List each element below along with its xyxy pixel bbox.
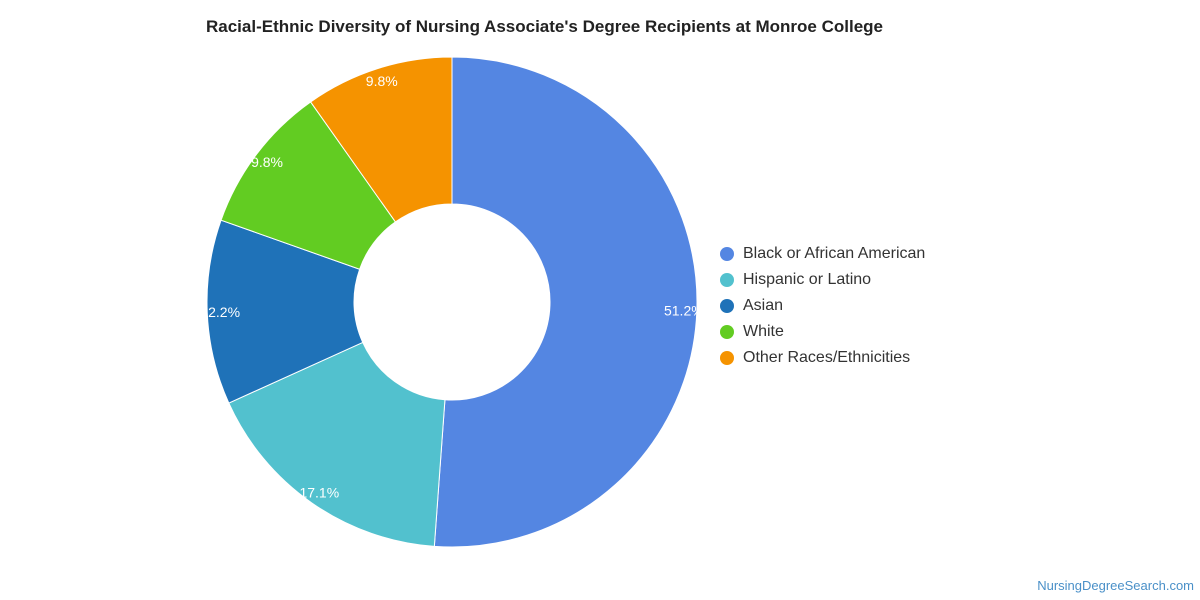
chart-legend: Black or African American Hispanic or Lat… — [720, 241, 925, 371]
slice-value-label: 51.2% — [664, 302, 704, 318]
watermark: NursingDegreeSearch.com — [1037, 578, 1194, 593]
legend-label: Hispanic or Latino — [743, 271, 872, 288]
slice-value-label: 17.1% — [299, 484, 339, 500]
legend-item[interactable]: Hispanic or Latino — [720, 267, 925, 293]
legend-swatch-icon — [720, 351, 734, 365]
legend-swatch-icon — [720, 247, 734, 261]
legend-item[interactable]: Black or African American — [720, 241, 925, 267]
legend-item[interactable]: Asian — [720, 293, 925, 319]
legend-label: White — [743, 323, 784, 340]
donut-slice — [206, 219, 364, 404]
donut-labels: 51.2% 17.1% 12.2% 9.8% 9.8% — [200, 73, 703, 500]
slice-value-label: 9.8% — [251, 154, 283, 170]
donut-slice — [309, 56, 453, 223]
chart-title: Racial-Ethnic Diversity of Nursing Assoc… — [206, 17, 883, 36]
donut-slice — [228, 341, 446, 547]
legend-swatch-icon — [720, 299, 734, 313]
slice-value-label: 12.2% — [200, 304, 240, 320]
legend-label: Other Races/Ethnicities — [743, 349, 911, 366]
legend-swatch-icon — [720, 325, 734, 339]
legend-label: Asian — [743, 297, 784, 314]
legend-label: Black or African American — [743, 245, 926, 262]
donut-slices — [206, 56, 698, 548]
legend-swatch-icon — [720, 273, 734, 287]
slice-value-label: 9.8% — [366, 73, 398, 89]
legend-item[interactable]: Other Races/Ethnicities — [720, 345, 925, 371]
legend-item[interactable]: White — [720, 319, 925, 345]
donut-slice — [433, 56, 698, 548]
